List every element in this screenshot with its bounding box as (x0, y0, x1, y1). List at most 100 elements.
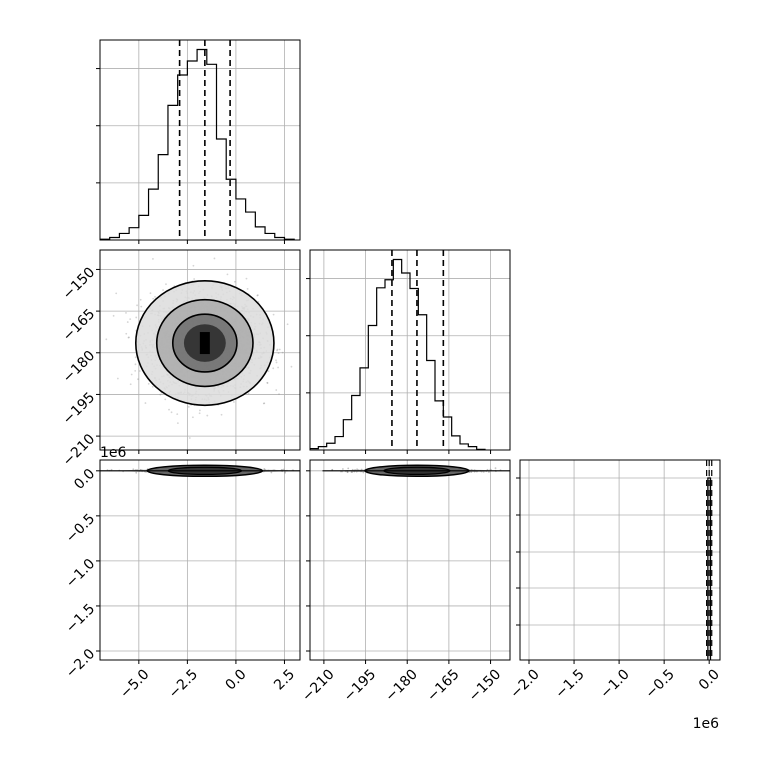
scatter-point (127, 336, 130, 339)
scatter-point (263, 468, 266, 470)
scatter-point (272, 367, 275, 370)
scatter-point (270, 471, 273, 474)
pair-p2-p3-xlabel-0: −210 (299, 666, 338, 705)
scatter-point (275, 361, 278, 364)
scatter-point (220, 413, 223, 416)
pair-p2-p3-xlabel-2: −180 (382, 666, 421, 705)
pair-p1-p3-xlabel-0: −5.0 (117, 666, 152, 701)
scatter-point (191, 416, 194, 419)
pair-p1-p3-xlabel-1: −2.5 (166, 666, 201, 701)
pair-p2-p3-xlabel-1: −195 (341, 666, 380, 705)
scatter-point (233, 280, 236, 283)
pair-p1-p2-ylabel-3: −165 (60, 306, 99, 345)
hist-p3-xlabel-0: −2.0 (507, 666, 542, 701)
scatter-point (263, 402, 266, 405)
pair-p2-p3-frame (309, 459, 511, 661)
scatter-point (134, 363, 137, 366)
scatter-point (137, 378, 139, 381)
scatter-point (154, 295, 156, 298)
pair-p1-p2-ylabel-0: −210 (60, 431, 99, 470)
scatter-point (152, 258, 154, 260)
scatter-point (226, 273, 229, 276)
scatter-point (149, 292, 152, 295)
pair-p1-p3-ylabel-3: −0.5 (63, 511, 98, 546)
scatter-point (134, 356, 137, 359)
pair-p1-p3-ylabel-2: −1.0 (63, 556, 98, 591)
pair-p1-p3-ylabel-0: −2.0 (63, 646, 98, 681)
scatter-point (262, 402, 265, 405)
pair-p1-p2-ylabel-1: −195 (60, 389, 99, 428)
pair-p1-p3-ylabel-1: −1.5 (63, 601, 98, 636)
scatter-point (152, 297, 155, 300)
scatter-point (245, 277, 248, 280)
scatter-point (126, 321, 129, 323)
scatter-point (276, 348, 279, 351)
scatter-point (162, 289, 164, 291)
scatter-point (276, 349, 278, 352)
pair-p1-p3-ylabel-4: 0.0 (71, 466, 98, 493)
scatter-point (494, 467, 497, 469)
scatter-point (362, 471, 365, 474)
scatter-point (138, 370, 141, 372)
scatter-point (105, 338, 108, 341)
scatter-point (278, 348, 281, 351)
scatter-point (164, 398, 167, 401)
scatter-point (125, 332, 128, 335)
scatter-point (188, 437, 191, 439)
scatter-point (331, 468, 334, 471)
hist-p1-histogram (100, 48, 295, 240)
scatter-point (341, 468, 344, 470)
hist-p1-frame (99, 39, 301, 241)
scatter-point (170, 411, 173, 414)
scatter-point (159, 393, 162, 396)
scatter-point (272, 313, 275, 316)
scatter-point (135, 471, 138, 474)
pair-p1-p2-frame (99, 249, 301, 451)
hist-p3-xlabel-2: −1.0 (597, 666, 632, 701)
scatter-point (213, 257, 216, 260)
scatter-point (256, 294, 259, 297)
scatter-point (116, 377, 119, 380)
scatter-point (347, 467, 350, 470)
scatter-point (192, 264, 195, 267)
scatter-point (134, 369, 137, 372)
hist-p3-frame (519, 459, 721, 661)
pair-p1-p3-xlabel-3: 2.5 (271, 666, 298, 693)
scatter-point (548, 469, 550, 471)
scatter-point (488, 471, 490, 473)
scatter-point (151, 385, 154, 388)
pair-p1-p3-frame (99, 459, 301, 661)
scatter-point (136, 304, 138, 307)
hist-p2-frame (309, 249, 511, 451)
scatter-point (267, 370, 270, 373)
scatter-point (275, 389, 278, 391)
scatter-point (266, 382, 269, 384)
pair-p1-p2-contour-1 (155, 298, 254, 388)
scatter-point (277, 366, 280, 369)
scatter-point (135, 316, 138, 319)
scatter-point (128, 336, 130, 339)
scatter-point (206, 414, 209, 417)
scatter-point (140, 305, 143, 308)
scatter-point (125, 312, 127, 314)
scatter-point (313, 468, 315, 470)
hist-p3-xlabel-4: 0.0 (696, 666, 723, 693)
pair-p1-p2-ylabel-2: −180 (60, 348, 99, 387)
scatter-point (281, 351, 284, 354)
scatter-point (144, 402, 147, 404)
pair-p1-p2-contour-0 (134, 280, 275, 407)
scatter-point (266, 381, 269, 384)
scatter-point (278, 393, 280, 395)
scatter-point (247, 392, 250, 395)
scatter-point (356, 468, 358, 471)
pair-p2-p3-xlabel-3: −165 (424, 666, 463, 705)
x-offset-label: 1e6 (693, 716, 720, 732)
scatter-point (187, 405, 190, 408)
y-offset-label: 1e6 (100, 445, 127, 461)
hist-p3-histogram (707, 477, 712, 660)
scatter-point (130, 373, 133, 376)
pair-p1-p2-peak (199, 332, 210, 355)
scatter-point (165, 283, 167, 286)
scatter-point (198, 412, 201, 415)
